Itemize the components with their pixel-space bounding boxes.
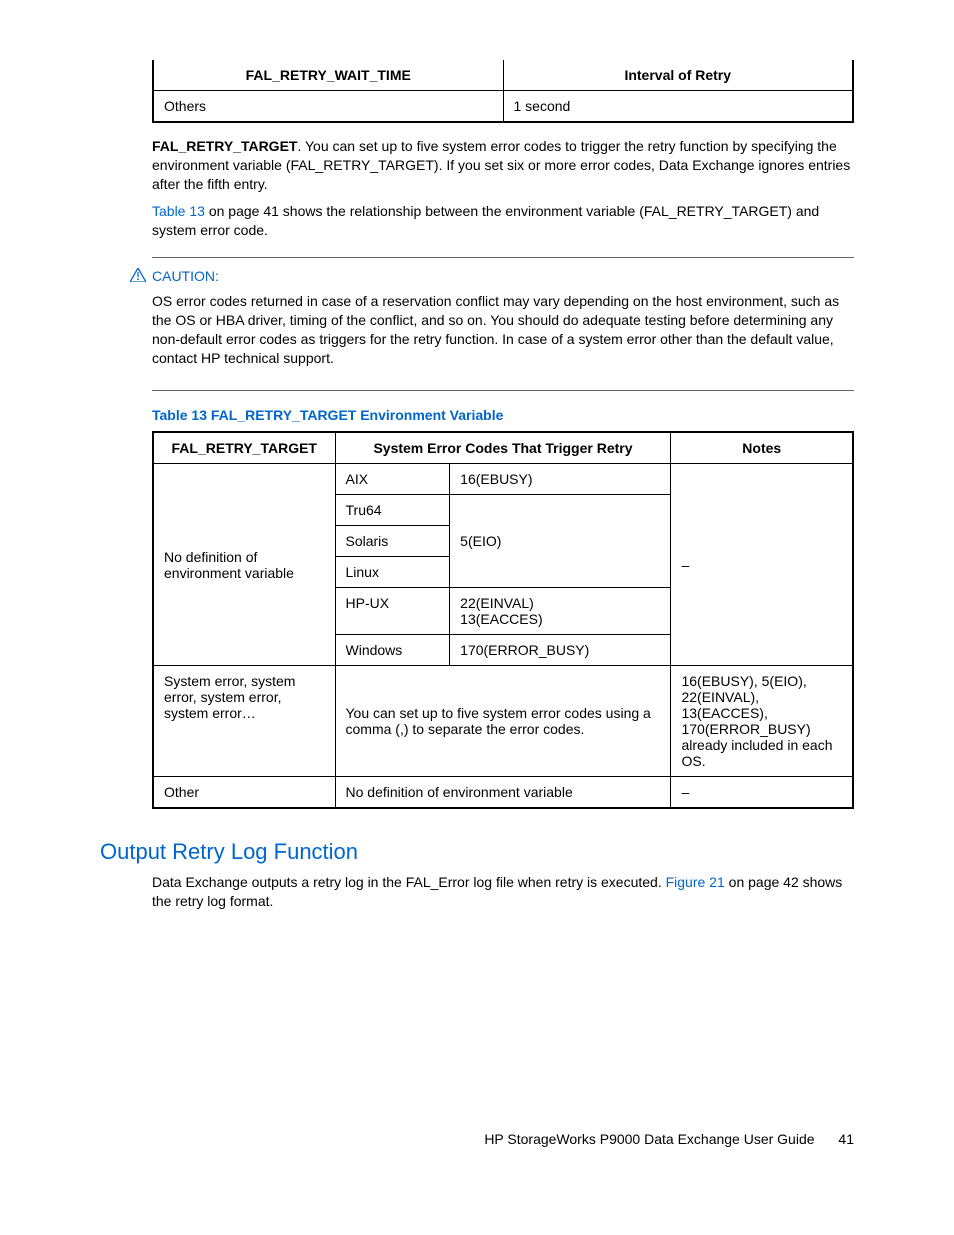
- cell-os: Windows: [335, 635, 450, 666]
- col-header-notes: Notes: [671, 432, 853, 464]
- footer-title: HP StorageWorks P9000 Data Exchange User…: [484, 1131, 814, 1147]
- caution-label: CAUTION:: [152, 268, 219, 284]
- cell-os: HP-UX: [335, 588, 450, 635]
- cell-code: 16(EBUSY): [450, 464, 671, 495]
- cell-os: Solaris: [335, 526, 450, 557]
- link-table-13[interactable]: Table 13: [152, 203, 205, 219]
- cell-code: 170(ERROR_BUSY): [450, 635, 671, 666]
- retry-wait-time-table: FAL_RETRY_WAIT_TIME Interval of Retry Ot…: [152, 60, 854, 123]
- col-header-wait-time: FAL_RETRY_WAIT_TIME: [153, 60, 503, 91]
- cell-other: Other: [153, 777, 335, 809]
- cell-os: AIX: [335, 464, 450, 495]
- caution-block: CAUTION: OS error codes returned in case…: [152, 257, 854, 391]
- page-footer: HP StorageWorks P9000 Data Exchange User…: [100, 1131, 854, 1147]
- paragraph-target-intro: FAL_RETRY_TARGET. You can set up to five…: [152, 137, 854, 194]
- col-header-target: FAL_RETRY_TARGET: [153, 432, 335, 464]
- cell-syserr-desc: You can set up to five system error code…: [335, 666, 671, 777]
- paragraph-table-ref: Table 13 on page 41 shows the relationsh…: [152, 202, 854, 240]
- heading-output-retry: Output Retry Log Function: [100, 839, 854, 865]
- caution-text: OS error codes returned in case of a res…: [152, 292, 854, 368]
- cell-code-line: 13(EACCES): [460, 611, 542, 627]
- table-row: Others 1 second: [153, 91, 853, 123]
- cell-syserr-notes: 16(EBUSY), 5(EIO), 22(EINVAL), 13(EACCES…: [671, 666, 853, 777]
- table-row: System error, system error, system error…: [153, 666, 853, 777]
- cell-code-line: 22(EINVAL): [460, 595, 534, 611]
- cell-interval: 1 second: [503, 91, 853, 123]
- cell-code: 5(EIO): [450, 495, 671, 588]
- cell-others: Others: [153, 91, 503, 123]
- table-row: Other No definition of environment varia…: [153, 777, 853, 809]
- retry-target-table: FAL_RETRY_TARGET System Error Codes That…: [152, 431, 854, 809]
- table-13-caption: Table 13 FAL_RETRY_TARGET Environment Va…: [152, 407, 854, 423]
- cell-syserr: System error, system error, system error…: [153, 666, 335, 777]
- cell-os: Tru64: [335, 495, 450, 526]
- paragraph-text: on page 41 shows the relationship betwee…: [152, 203, 819, 238]
- paragraph-text: Data Exchange outputs a retry log in the…: [152, 874, 666, 890]
- cell-other-notes: –: [671, 777, 853, 809]
- table-row: No definition of environment variable AI…: [153, 464, 853, 495]
- col-header-interval: Interval of Retry: [503, 60, 853, 91]
- cell-notes-dash: –: [671, 464, 853, 666]
- term-fal-retry-target: FAL_RETRY_TARGET: [152, 138, 297, 154]
- cell-os: Linux: [335, 557, 450, 588]
- link-figure-21[interactable]: Figure 21: [666, 874, 725, 890]
- page-number: 41: [838, 1131, 854, 1147]
- cell-code: 22(EINVAL) 13(EACCES): [450, 588, 671, 635]
- caution-icon: [130, 268, 146, 285]
- col-header-codes: System Error Codes That Trigger Retry: [335, 432, 671, 464]
- cell-nodef: No definition of environment variable: [153, 464, 335, 666]
- cell-other-desc: No definition of environment variable: [335, 777, 671, 809]
- paragraph-retry-log: Data Exchange outputs a retry log in the…: [152, 873, 854, 911]
